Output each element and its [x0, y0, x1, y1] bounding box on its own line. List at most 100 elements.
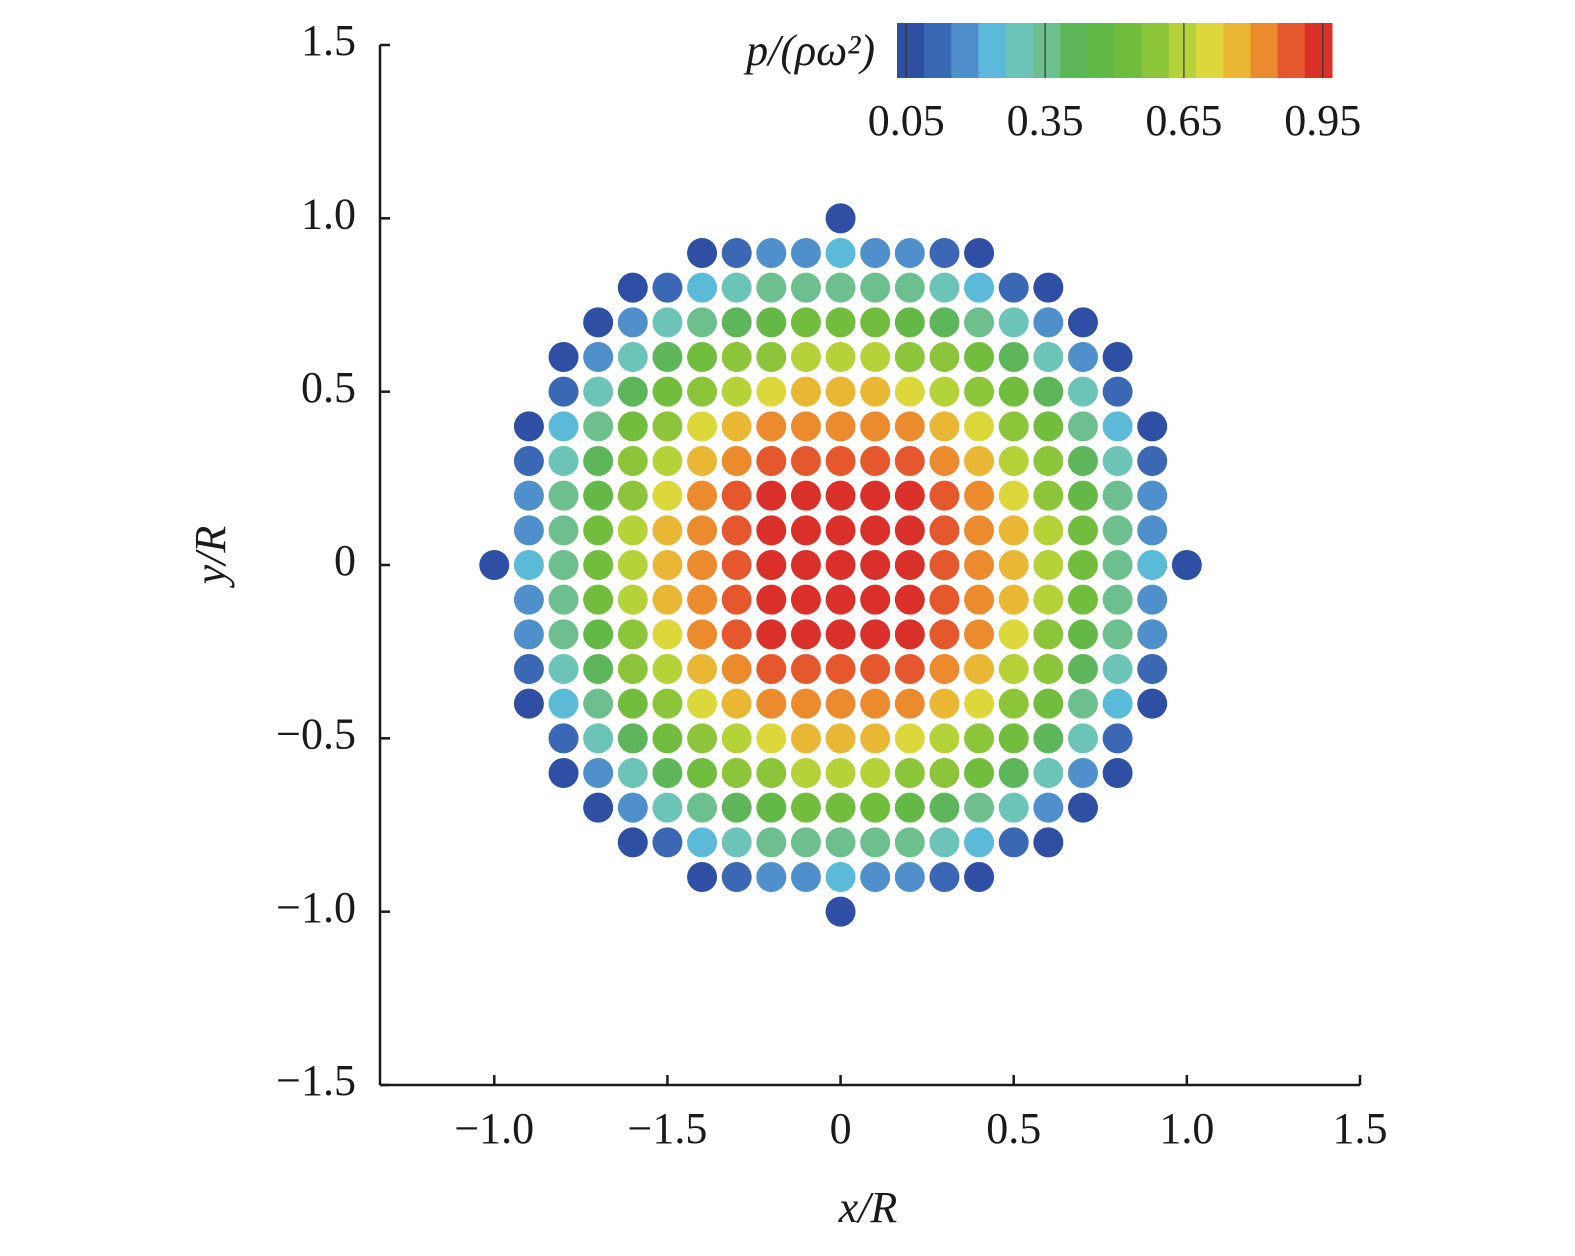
particle [1033, 654, 1064, 684]
particle [1033, 480, 1064, 511]
particle [548, 411, 579, 442]
particle [687, 411, 718, 442]
particle [687, 515, 718, 546]
particle [929, 619, 960, 650]
y-tick-label: 0.5 [301, 363, 356, 412]
particle [652, 480, 683, 511]
particle [721, 272, 752, 303]
particle [1137, 411, 1168, 442]
particle [1102, 342, 1133, 372]
particle [929, 272, 960, 303]
particle [860, 272, 891, 303]
particle [652, 411, 683, 442]
particle [825, 376, 856, 407]
particle [825, 307, 856, 338]
particle [652, 342, 683, 372]
particle [860, 654, 891, 684]
particle [1033, 342, 1064, 372]
particle [860, 862, 891, 892]
particle [894, 792, 925, 823]
particle [894, 411, 925, 442]
particle [998, 550, 1029, 580]
particle [1033, 550, 1064, 580]
particle [617, 654, 648, 684]
particle [964, 515, 995, 546]
particle [1137, 446, 1168, 476]
particle [998, 515, 1029, 546]
particle [687, 376, 718, 407]
particle [756, 584, 787, 615]
particle [860, 515, 891, 546]
particle [721, 584, 752, 615]
particle [929, 376, 960, 407]
particle [894, 480, 925, 511]
particle [721, 654, 752, 684]
particle [894, 550, 925, 580]
particle [652, 307, 683, 338]
particle [756, 446, 787, 476]
particle [964, 688, 995, 719]
particle [687, 307, 718, 338]
particle [721, 688, 752, 719]
particle [687, 827, 718, 858]
x-tick-label: 0 [830, 1104, 852, 1153]
particle [825, 723, 856, 754]
particle [1137, 654, 1168, 684]
particle [1102, 619, 1133, 650]
particle [756, 515, 787, 546]
particle [1102, 376, 1133, 407]
colorbar-swatch [1005, 23, 1034, 78]
particle [756, 411, 787, 442]
particle [583, 480, 614, 511]
particle [790, 342, 821, 372]
particle [756, 480, 787, 511]
particle [756, 272, 787, 303]
particle [964, 376, 995, 407]
particle [860, 446, 891, 476]
particle [513, 688, 544, 719]
particle [894, 342, 925, 372]
particle [721, 550, 752, 580]
particle [1033, 272, 1064, 303]
y-tick-label: 0 [334, 536, 356, 585]
particle [860, 480, 891, 511]
particle [548, 446, 579, 476]
colorbar-title: p/(ρω²) [743, 26, 875, 75]
particle [825, 654, 856, 684]
particle [1137, 480, 1168, 511]
particle [790, 758, 821, 788]
particle [1033, 792, 1064, 823]
particle [1067, 792, 1098, 823]
particle [687, 446, 718, 476]
particle [998, 827, 1029, 858]
particle [687, 619, 718, 650]
particle [548, 688, 579, 719]
particle [721, 446, 752, 476]
particle [583, 758, 614, 788]
particle [652, 688, 683, 719]
particle [1137, 619, 1168, 650]
particle [790, 307, 821, 338]
particle [617, 376, 648, 407]
colorbar-swatch [1250, 23, 1279, 78]
particle [929, 550, 960, 580]
particle [998, 584, 1029, 615]
particle [548, 723, 579, 754]
particle [721, 342, 752, 372]
particle [964, 238, 995, 268]
particle [652, 446, 683, 476]
particle [1033, 307, 1064, 338]
particle [617, 515, 648, 546]
particle [1033, 515, 1064, 546]
particle [1137, 550, 1168, 580]
particle [617, 272, 648, 303]
particle [790, 688, 821, 719]
particle [687, 862, 718, 892]
particle [929, 446, 960, 476]
particle [1102, 758, 1133, 788]
particle [617, 723, 648, 754]
particle [721, 376, 752, 407]
particle [583, 584, 614, 615]
colorbar-tick-label: 0.05 [868, 96, 945, 145]
particle [825, 827, 856, 858]
